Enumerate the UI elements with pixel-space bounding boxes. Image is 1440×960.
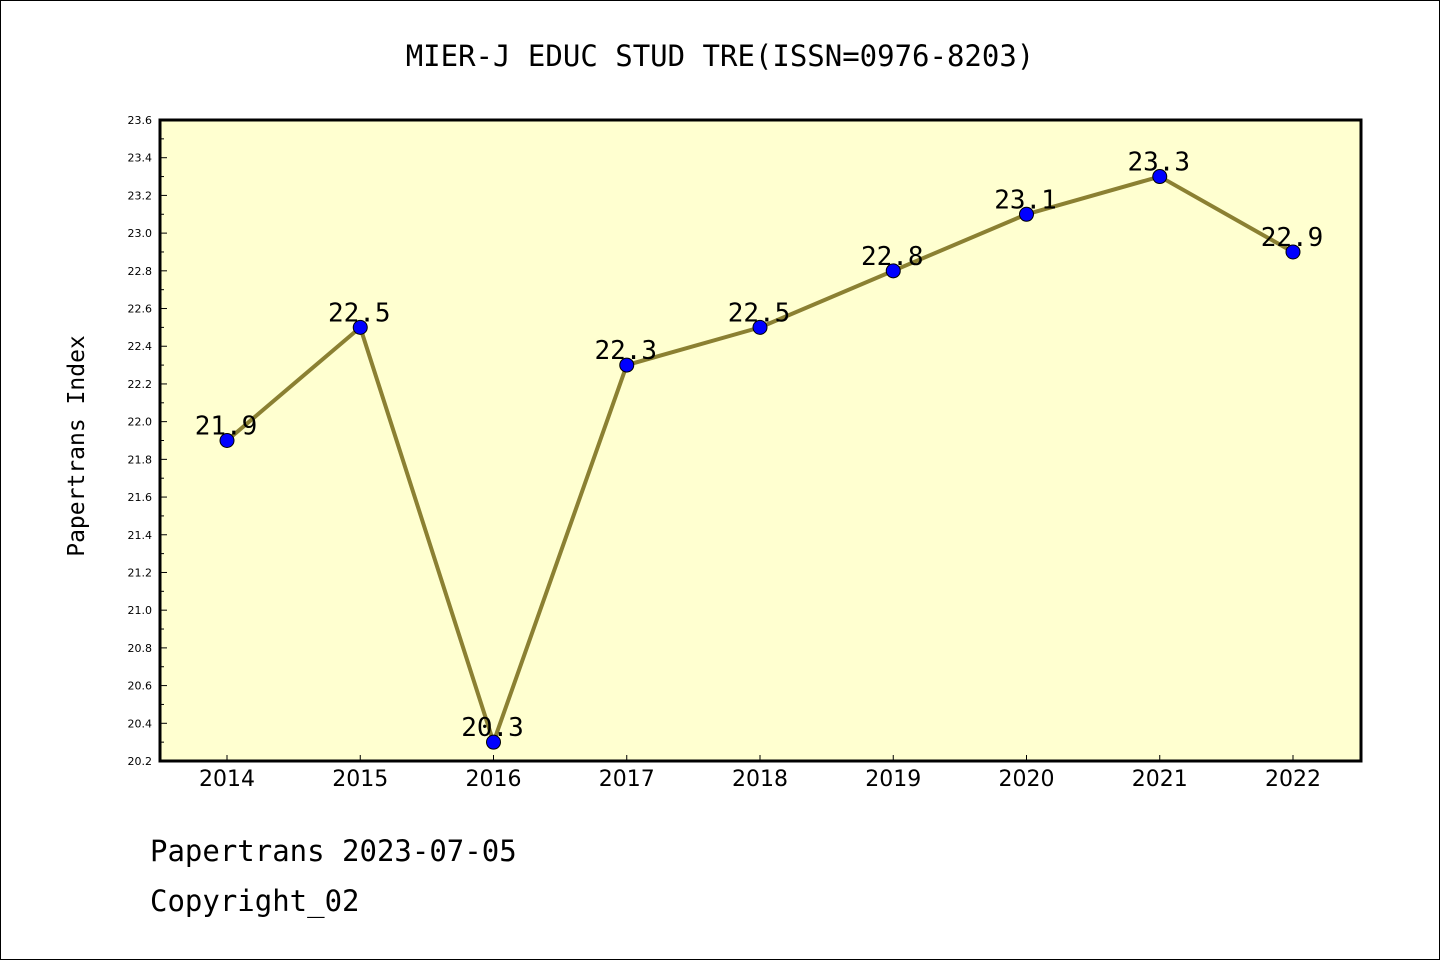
data-label: 22.3 bbox=[594, 336, 657, 366]
plot-border bbox=[158, 118, 1363, 763]
y-tick-label: 22.2 bbox=[128, 378, 153, 391]
y-tick-label: 23.6 bbox=[128, 114, 153, 127]
x-tick-label: 2022 bbox=[1265, 767, 1321, 792]
x-tick-label: 2019 bbox=[865, 767, 921, 792]
y-tick-label: 21.4 bbox=[128, 529, 153, 542]
y-tick-label: 21.6 bbox=[128, 491, 153, 504]
y-tick-label: 23.4 bbox=[128, 152, 153, 165]
data-label: 21.9 bbox=[195, 412, 258, 442]
data-label: 23.3 bbox=[1127, 148, 1190, 178]
data-label: 22.5 bbox=[328, 298, 391, 328]
data-point bbox=[486, 734, 501, 750]
x-tick-label: 2016 bbox=[466, 767, 522, 792]
data-label: 22.5 bbox=[728, 298, 791, 328]
y-tick-label: 23.2 bbox=[128, 189, 153, 202]
chart-title: MIER-J EDUC STUD TRE(ISSN=0976-8203) bbox=[406, 39, 1035, 73]
x-tick-label: 2018 bbox=[732, 767, 788, 792]
plot-area bbox=[160, 120, 1361, 761]
data-point bbox=[619, 357, 635, 373]
x-tick-label: 2014 bbox=[199, 767, 255, 792]
y-tick-label: 22.8 bbox=[128, 265, 153, 278]
series-layer: 21.9 22.5 20.3 22.3 22.5 22.8 23.1 23.3 22.9 bbox=[195, 148, 1324, 750]
footer-copyright: Copyright_02 bbox=[150, 884, 360, 918]
x-tick-label: 2017 bbox=[599, 767, 655, 792]
y-tick-label: 23.0 bbox=[128, 227, 153, 240]
y-tick-label: 22.4 bbox=[128, 340, 153, 353]
data-point bbox=[885, 263, 901, 279]
y-tick-label: 21.8 bbox=[128, 453, 153, 466]
data-point bbox=[219, 433, 235, 448]
y-axis-label: Papertrans Index bbox=[64, 335, 90, 557]
data-point bbox=[1019, 206, 1034, 222]
y-tick-label: 22.6 bbox=[128, 303, 153, 316]
y-tick-label: 21.0 bbox=[128, 604, 153, 617]
data-point bbox=[752, 319, 768, 335]
data-point bbox=[1152, 169, 1168, 185]
data-label: 20.3 bbox=[461, 713, 524, 743]
data-point bbox=[1285, 244, 1301, 260]
footer-date: Papertrans 2023-07-05 bbox=[150, 834, 517, 868]
x-tick-label: 2020 bbox=[999, 767, 1055, 792]
x-tick-label: 2015 bbox=[332, 767, 388, 792]
y-tick-label: 20.2 bbox=[128, 755, 153, 768]
data-label: 22.8 bbox=[861, 242, 924, 272]
x-axis-ticks: 2014 2015 2016 2017 2018 2019 2020 2021 2022 bbox=[199, 755, 1321, 792]
y-tick-label: 20.8 bbox=[128, 642, 153, 655]
data-label: 22.9 bbox=[1261, 223, 1324, 253]
x-tick-label: 2021 bbox=[1132, 767, 1188, 792]
y-tick-label: 22.0 bbox=[128, 416, 153, 429]
y-tick-label: 20.6 bbox=[128, 680, 153, 693]
y-tick-label: 21.2 bbox=[128, 566, 153, 579]
data-label: 23.1 bbox=[994, 185, 1057, 215]
y-tick-label: 20.4 bbox=[128, 717, 153, 730]
data-point bbox=[352, 319, 368, 335]
